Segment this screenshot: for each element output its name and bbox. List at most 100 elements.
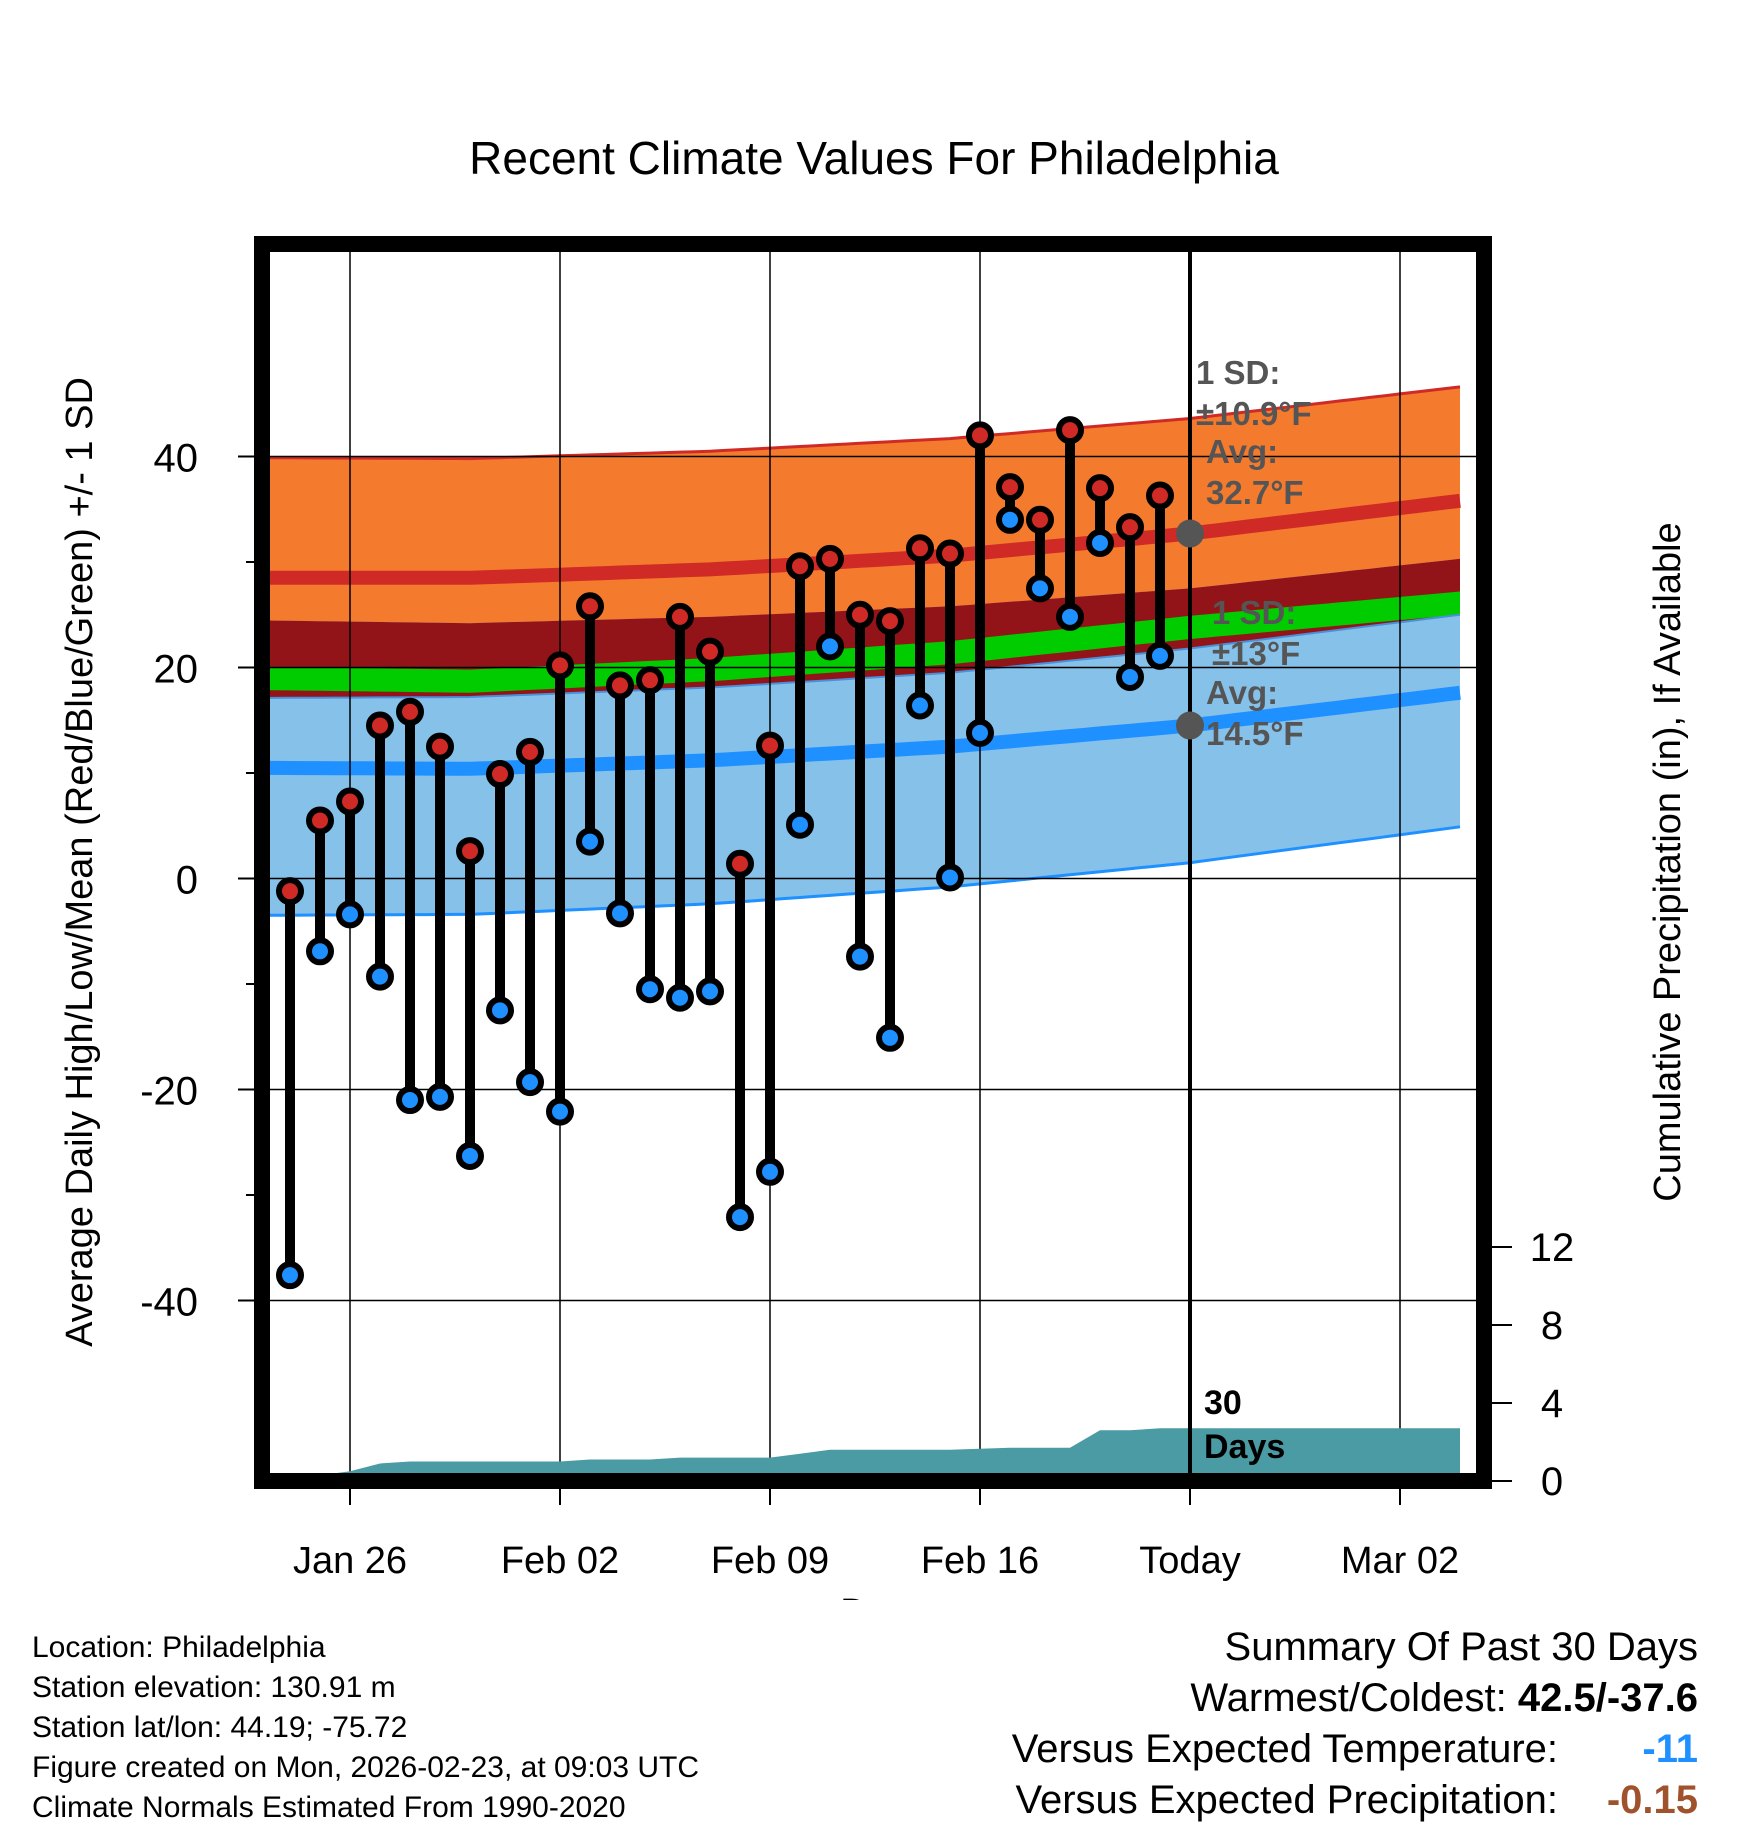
created-text: Figure created on Mon, 2026-02-23, at 09… <box>32 1751 700 1784</box>
daily-low-dot <box>546 1097 574 1126</box>
daily-high-dot <box>846 600 874 629</box>
daily-low-dot <box>786 810 814 839</box>
station-info: Location: Philadelphia Station elevation… <box>32 1628 699 1828</box>
temp-label: Versus Expected Temperature: <box>1011 1727 1558 1771</box>
daily-low-dot <box>1026 574 1054 603</box>
daily-high-dot <box>336 787 364 816</box>
daily-high-dot <box>606 671 634 700</box>
daily-low-dot <box>336 900 364 929</box>
low-sd-label: 1 SD: <box>1212 594 1296 631</box>
temp-value: -11 <box>1642 1727 1698 1771</box>
daily-low-dot <box>516 1068 544 1097</box>
precip-label: Versus Expected Precipitation: <box>1015 1778 1558 1822</box>
daily-high-dot <box>1146 481 1174 510</box>
daily-low-dot <box>846 942 874 971</box>
daily-high-dot <box>486 760 514 789</box>
x-tick-label: Mar 02 <box>1341 1540 1459 1582</box>
daily-low-dot <box>456 1141 484 1170</box>
daily-low-dot <box>1116 662 1144 691</box>
high-avg-marker <box>1176 519 1204 548</box>
y-tick-label: -20 <box>140 1070 198 1114</box>
daily-high-dot <box>876 607 904 636</box>
x-axis-label: Day <box>840 1592 908 1600</box>
x-tick-label: Jan 26 <box>293 1540 407 1582</box>
y-right-tick-label: 12 <box>1530 1226 1575 1270</box>
daily-low-dot <box>756 1157 784 1186</box>
y-axis-label-right: Cumulative Precipitation (in), If Availa… <box>1647 522 1689 1201</box>
daily-low-dot <box>966 718 994 747</box>
daily-high-dot <box>1086 474 1114 503</box>
y-right-tick-label: 8 <box>1541 1304 1563 1348</box>
daily-high-dot <box>726 849 754 878</box>
daily-high-dot <box>306 806 334 835</box>
y-tick-label: 20 <box>154 648 199 692</box>
daily-low-dot <box>606 899 634 928</box>
summary-title: Summary Of Past 30 Days <box>1224 1625 1698 1669</box>
warm-cold-label: Warmest/Coldest: <box>1190 1676 1518 1720</box>
daily-low-dot <box>726 1203 754 1232</box>
high-avg-line <box>262 493 1461 585</box>
temp-row: Versus Expected Temperature: -11 <box>1012 1724 1698 1775</box>
daily-low-dot <box>306 937 334 966</box>
high-upper-edge <box>262 385 1461 461</box>
low-sd-value: ±13°F <box>1212 635 1300 672</box>
daily-low-dot <box>996 505 1024 534</box>
x-tick-label: Feb 02 <box>501 1540 619 1582</box>
high-lower-edge <box>262 613 1461 699</box>
warm-cold-row: Warmest/Coldest: 42.5/-37.6 <box>1012 1673 1698 1724</box>
climate-chart: Recent Climate Values For Philadelphia 1… <box>59 132 1689 1600</box>
daily-low-dot <box>576 827 604 856</box>
daily-high-dot <box>426 732 454 761</box>
x-tick-label: Feb 16 <box>921 1540 1039 1582</box>
elevation-text: Station elevation: 130.91 m <box>32 1671 396 1704</box>
daily-high-dot <box>786 552 814 581</box>
precip-area <box>262 1428 1460 1481</box>
daily-low-dot <box>876 1023 904 1052</box>
y-tick-label: 40 <box>154 437 199 481</box>
daily-low-dot <box>696 977 724 1006</box>
daily-low-dot <box>426 1082 454 1111</box>
daily-low-dot <box>1146 641 1174 670</box>
daily-high-dot <box>396 697 424 726</box>
daily-low-dot <box>666 983 694 1012</box>
daily-low-dot <box>636 975 664 1004</box>
daily-high-dot <box>1116 513 1144 542</box>
daily-low-dot <box>906 691 934 720</box>
daily-high-dot <box>816 544 844 573</box>
daily-high-dot <box>996 473 1024 502</box>
y-axis-label-left: Average Daily High/Low/Mean (Red/Blue/Gr… <box>59 377 101 1347</box>
daily-high-dot <box>1026 505 1054 534</box>
daily-high-dot <box>516 737 544 766</box>
daily-high-dot <box>456 837 484 866</box>
y-tick-label: -40 <box>140 1281 198 1325</box>
x-tick-label: Today <box>1139 1540 1240 1582</box>
daily-high-dot <box>276 877 304 906</box>
daily-low-dot <box>486 996 514 1025</box>
daily-low-dot <box>816 632 844 661</box>
high-sd-label: 1 SD: <box>1196 354 1280 391</box>
high-avg-value: 32.7°F <box>1206 474 1304 511</box>
daily-high-dot <box>366 711 394 740</box>
daily-low-dot <box>1086 529 1114 558</box>
plot-frame <box>254 236 1492 1489</box>
low-avg-label: Avg: <box>1206 674 1278 711</box>
daily-high-dot <box>546 651 574 680</box>
daily-low-dot <box>396 1086 424 1115</box>
daily-high-dot <box>906 534 934 563</box>
daily-high-dot <box>1056 416 1084 445</box>
precip-value: -0.15 <box>1606 1778 1698 1822</box>
days-label-line: Days <box>1204 1428 1285 1466</box>
chart-title: Recent Climate Values For Philadelphia <box>469 132 1279 184</box>
location-text: Location: Philadelphia <box>32 1631 326 1664</box>
daily-high-dot <box>696 637 724 666</box>
y-tick-label: 0 <box>176 859 198 903</box>
daily-high-dot <box>756 731 784 760</box>
daily-low-dot <box>1056 602 1084 631</box>
days-label: 30 Days <box>1204 1384 1285 1466</box>
high-sd-value: ±10.9°F <box>1196 395 1312 432</box>
precip-row: Versus Expected Precipitation: -0.15 <box>1012 1775 1698 1826</box>
daily-high-dot <box>966 421 994 450</box>
daily-high-dot <box>666 602 694 631</box>
normals-text: Climate Normals Estimated From 1990-2020 <box>32 1791 626 1824</box>
daily-low-dot <box>276 1261 304 1290</box>
